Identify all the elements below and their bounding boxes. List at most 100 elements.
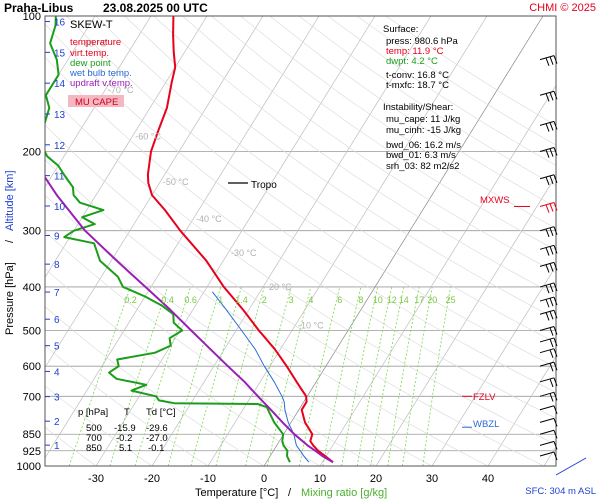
wind-barb — [539, 120, 558, 132]
table-row-p: 700 — [86, 433, 102, 444]
wind-barb — [539, 429, 558, 439]
mixing-ratio-line — [68, 286, 131, 466]
surface-temp: temp: 11.9 °C — [386, 46, 444, 57]
isotherm-line — [95, 16, 376, 466]
isotherm-line — [487, 355, 556, 466]
altitude-tick-label: 10 — [54, 202, 66, 213]
altitude-tick-label: 11 — [54, 172, 65, 183]
wind-barb — [539, 174, 558, 186]
y-axis-title: Pressure [hPa] / Altitude [km] — [4, 170, 16, 335]
credit: CHMI © 2025 — [529, 2, 596, 14]
legend-virt-temp: virt.temp. — [70, 48, 109, 59]
pressure-tick-label: 700 — [23, 391, 41, 403]
isotherm-line — [375, 175, 556, 466]
mixing-ratio-line — [109, 286, 169, 466]
mixing-ratio-label: 10 — [373, 295, 383, 305]
dry-adiabat — [45, 306, 265, 466]
station-title: Praha-Libus — [4, 1, 74, 15]
isotherm-label: -80 °C — [81, 38, 107, 48]
wind-barb — [539, 440, 558, 450]
altitude-tick-label: 15 — [54, 48, 66, 59]
mixing-ratio-label: 14 — [399, 295, 409, 305]
altitude-tick-label: 6 — [54, 315, 60, 326]
altitude-tick-label: 14 — [54, 79, 66, 90]
fzlv-label: FZLV — [473, 392, 496, 403]
mixing-ratio-label: 4 — [308, 295, 313, 305]
temperature-tick-label: -20 — [144, 473, 160, 485]
mixing-ratio-label: 12 — [387, 295, 397, 305]
pressure-tick-label: 600 — [23, 361, 41, 373]
mixing-ratio-line — [402, 286, 433, 466]
x-axis-title-mixing: Mixing ratio [g/kg] — [301, 487, 387, 499]
dry-adiabat — [211, 16, 556, 251]
dry-adiabat — [45, 194, 433, 466]
mixing-ratio-label: 1.4 — [235, 295, 248, 305]
altitude-tick-label: 5 — [54, 342, 60, 353]
wind-barb — [539, 55, 558, 66]
wind-barb — [539, 282, 558, 294]
pressure-tick-label: 925 — [23, 446, 41, 458]
wbzl-label: WBZL — [473, 419, 499, 430]
surface-press: press: 980.6 hPa — [386, 36, 459, 47]
surface-dwpt: dwpt: 4.2 °C — [386, 56, 438, 67]
surface-tmxfc: t-mxfc: 18.7 °C — [386, 80, 449, 91]
y-axis-separator: / — [4, 239, 16, 243]
mixing-ratio-line — [356, 286, 393, 466]
temperature-tick-label: -10 — [200, 473, 216, 485]
wind-barb — [539, 451, 558, 461]
wind-barb — [539, 296, 558, 308]
mixing-ratio-label: 3 — [289, 295, 294, 305]
temperature-tick-label: 20 — [370, 473, 382, 485]
temperature-tick-label: 10 — [314, 473, 326, 485]
altitude-tick-label: 13 — [54, 110, 66, 121]
wind-barb — [539, 361, 558, 372]
dry-adiabat — [45, 23, 556, 393]
profile-series — [45, 16, 334, 464]
isotherm-line — [319, 84, 556, 466]
isotherm-label: -30 °C — [231, 248, 257, 258]
series-updraft-v-temp — [45, 175, 334, 464]
dry-adiabat — [95, 16, 556, 344]
altitude-tick-label: 1 — [54, 441, 60, 452]
table-header-t: T — [124, 407, 130, 418]
temperature-tick-label: -30 — [88, 473, 104, 485]
srh-03-value: srh_03: 82 m2/s2 — [386, 161, 459, 172]
plot-frame — [44, 15, 557, 467]
isotherm-line — [263, 16, 544, 466]
mixing-ratio-line — [215, 286, 265, 466]
table-row-t: -15.9 — [114, 423, 136, 434]
legend-temperature: temperature — [70, 37, 121, 48]
dry-adiabat — [153, 16, 556, 296]
wind-barb — [539, 309, 558, 321]
table-row-td: -0.1 — [148, 443, 164, 454]
wind-barb — [539, 261, 558, 273]
mixing-ratio-label: 1 — [218, 295, 223, 305]
dry-adiabat — [124, 16, 556, 320]
table-header-p: p [hPa] — [78, 407, 108, 418]
mixing-ratio-line — [167, 286, 222, 466]
wind-barb — [539, 391, 558, 402]
surface-title: Surface: — [383, 24, 418, 35]
mixing-ratio-label: 8 — [358, 295, 363, 305]
wind-barb — [539, 90, 558, 102]
isotherm-label: -50 °C — [163, 177, 189, 187]
table-header-td: Td [°C] — [146, 407, 176, 418]
dry-adiabat — [45, 90, 556, 446]
pressure-tick-label: 500 — [23, 326, 41, 338]
dry-adiabat — [240, 16, 556, 229]
mixing-ratio-line — [299, 286, 341, 466]
isotherm-label: -10 °C — [298, 321, 324, 331]
mixing-ratio-line — [341, 286, 379, 466]
dry-adiabat — [45, 385, 153, 466]
mixing-ratio-label: 0.4 — [161, 295, 174, 305]
dry-adiabat — [45, 426, 97, 466]
isotherm-line — [45, 16, 152, 188]
altitude-tick-label: 16 — [54, 18, 66, 29]
series-wet-bulb-temp — [212, 291, 310, 463]
isotherm-label: -70 °C — [108, 85, 134, 95]
wind-barb — [539, 146, 558, 158]
legend-updraft: updraft v.temp. — [70, 78, 133, 89]
wind-barbs — [539, 55, 587, 476]
mixing-ratio-line — [322, 286, 362, 466]
